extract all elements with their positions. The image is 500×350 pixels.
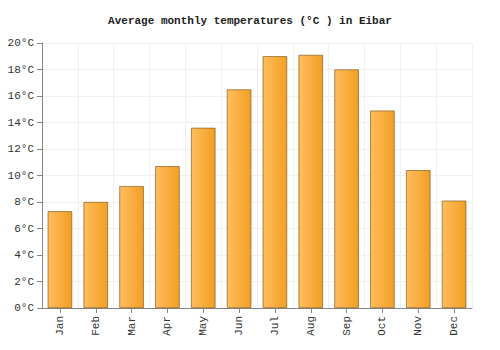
svg-text:8°C: 8°C bbox=[14, 196, 34, 208]
svg-text:12°C: 12°C bbox=[8, 143, 35, 155]
svg-text:Nov: Nov bbox=[412, 316, 424, 336]
svg-text:Mar: Mar bbox=[126, 316, 138, 336]
svg-text:Jul: Jul bbox=[269, 316, 281, 336]
svg-text:Oct: Oct bbox=[376, 316, 388, 336]
svg-text:20°C: 20°C bbox=[8, 37, 35, 49]
svg-text:10°C: 10°C bbox=[8, 170, 35, 182]
svg-text:2°C: 2°C bbox=[14, 276, 34, 288]
svg-text:4°C: 4°C bbox=[14, 249, 34, 261]
svg-text:14°C: 14°C bbox=[8, 117, 35, 129]
svg-text:Jan: Jan bbox=[54, 316, 66, 336]
svg-text:Jun: Jun bbox=[233, 316, 245, 336]
svg-text:Apr: Apr bbox=[161, 316, 173, 336]
svg-text:0°C: 0°C bbox=[14, 302, 34, 314]
svg-text:Dec: Dec bbox=[448, 316, 460, 336]
svg-text:May: May bbox=[197, 316, 209, 336]
svg-text:6°C: 6°C bbox=[14, 223, 34, 235]
svg-text:Average monthly temperatures (: Average monthly temperatures (°C ) in Ei… bbox=[108, 15, 392, 27]
svg-text:16°C: 16°C bbox=[8, 90, 35, 102]
svg-text:Sep: Sep bbox=[341, 316, 353, 336]
svg-text:18°C: 18°C bbox=[8, 64, 35, 76]
svg-text:Aug: Aug bbox=[305, 316, 317, 336]
svg-text:Feb: Feb bbox=[90, 316, 102, 336]
